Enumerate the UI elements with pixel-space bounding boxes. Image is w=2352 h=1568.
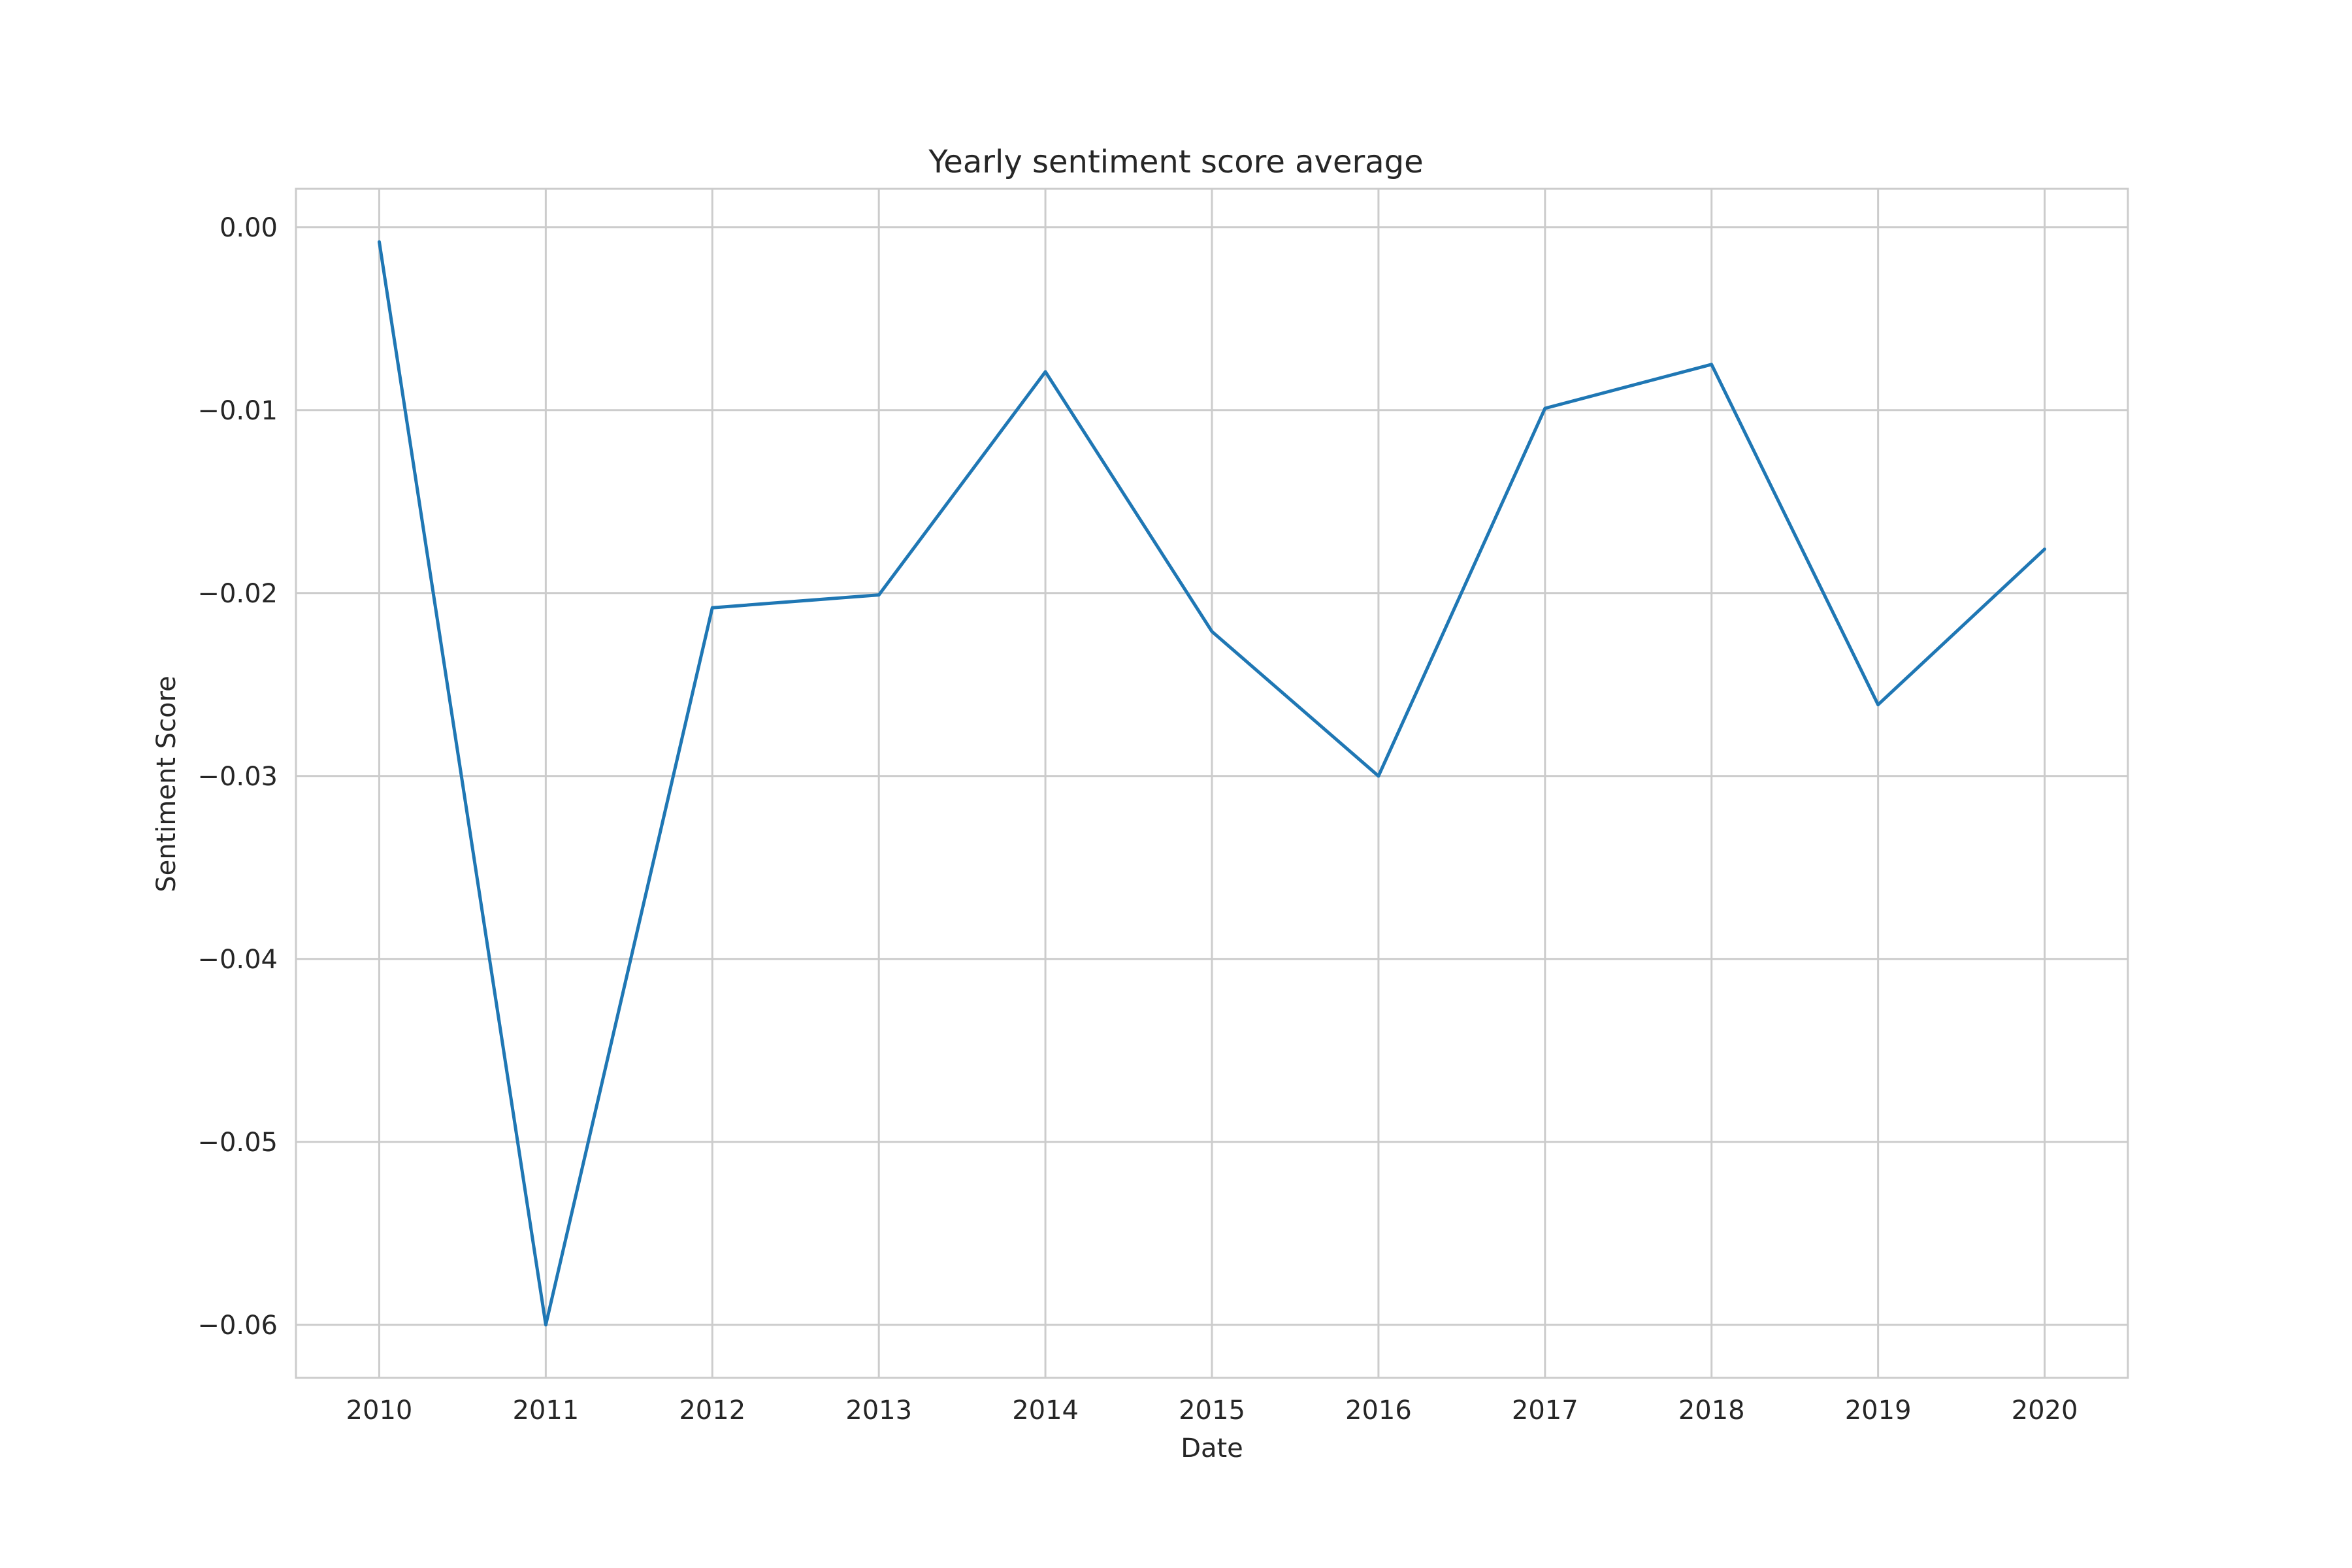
chart-title: Yearly sentiment score average — [928, 144, 1423, 180]
y-axis-label: Sentiment Score — [152, 676, 182, 892]
x-tick-label: 2016 — [1345, 1396, 1412, 1426]
plot-frame — [295, 188, 2129, 1379]
x-tick-label: 2020 — [2012, 1396, 2078, 1426]
x-tick-label: 2011 — [512, 1396, 579, 1426]
y-tick-label: −0.01 — [197, 396, 278, 426]
x-tick-label: 2017 — [1512, 1396, 1578, 1426]
x-tick-label: 2014 — [1012, 1396, 1079, 1426]
grid — [296, 189, 2128, 1378]
x-tick-label: 2018 — [1678, 1396, 1745, 1426]
y-tick-label: −0.05 — [197, 1128, 278, 1158]
y-tick-label: −0.02 — [197, 579, 278, 609]
y-tick-labels: 0.00 −0.01 −0.02 −0.03 −0.04 −0.05 −0.06 — [197, 213, 278, 1341]
series-line — [378, 240, 2046, 1327]
x-tick-label: 2012 — [679, 1396, 745, 1426]
series-layer — [378, 240, 2046, 1327]
y-tick-label: −0.04 — [197, 945, 278, 975]
x-tick-labels: 2010 2011 2012 2013 2014 2015 2016 2017 2018 2019… — [346, 1396, 2078, 1426]
x-tick-label: 2015 — [1179, 1396, 1245, 1426]
y-tick-label: 0.00 — [220, 213, 278, 243]
y-tick-label: −0.06 — [197, 1311, 278, 1341]
x-tick-label: 2010 — [346, 1396, 413, 1426]
x-tick-label: 2019 — [1845, 1396, 1912, 1426]
x-axis-label: Date — [1181, 1433, 1243, 1463]
x-tick-label: 2013 — [845, 1396, 912, 1426]
y-tick-label: −0.03 — [197, 762, 278, 792]
